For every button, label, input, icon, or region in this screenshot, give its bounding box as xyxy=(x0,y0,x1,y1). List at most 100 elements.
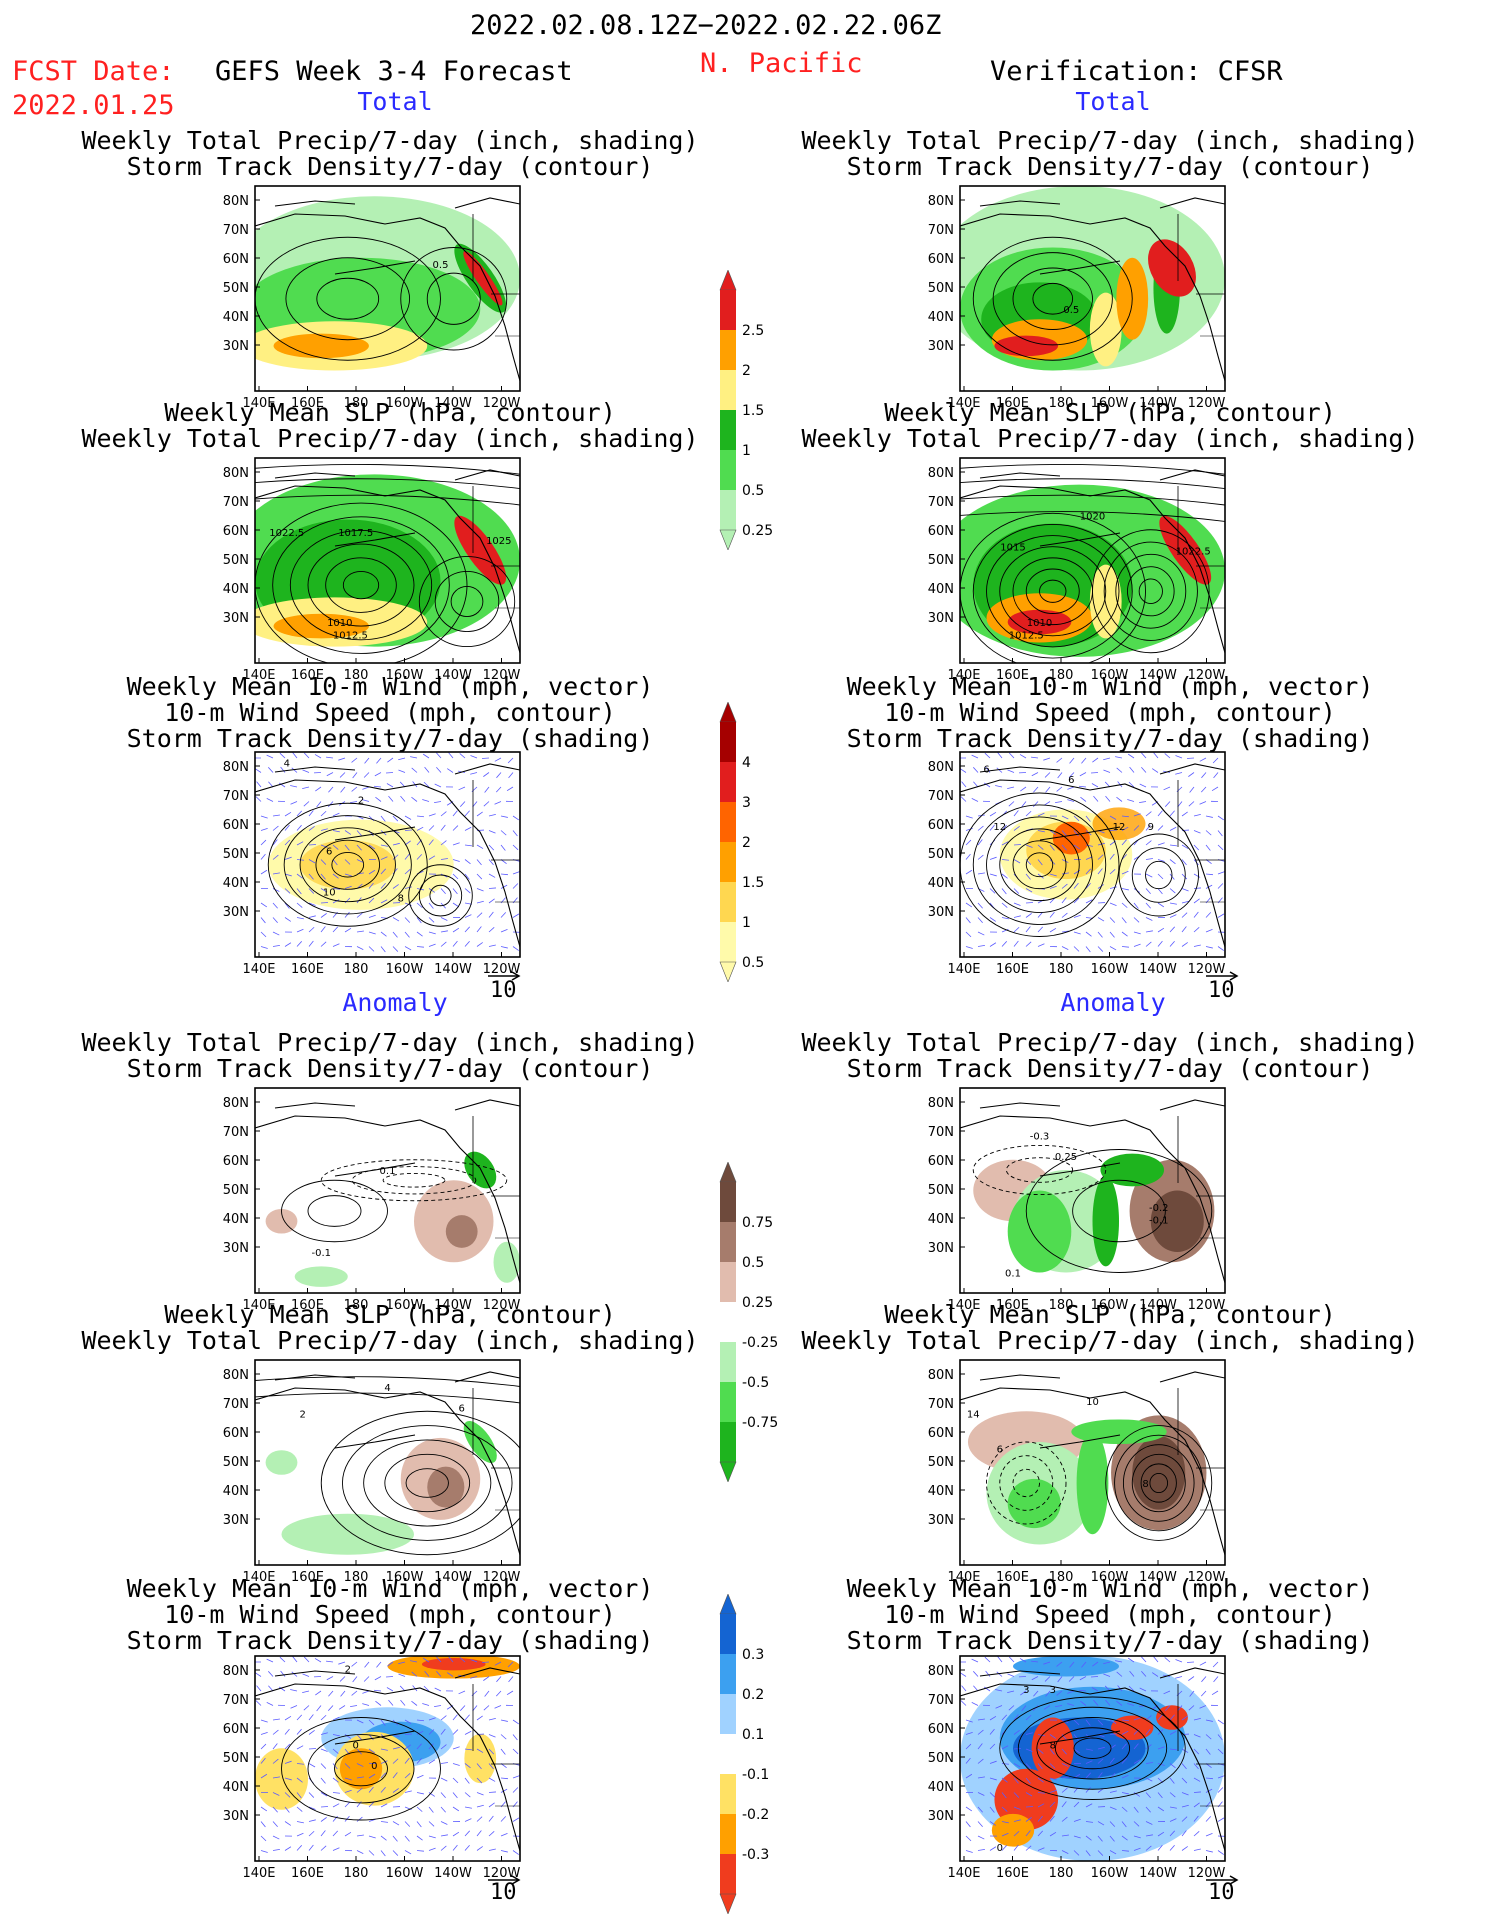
map-panel-wind-storm-anomaly-forecast: 80N 70N 60N 50N 40N 30N 140E 160E 180 160W 140W 120… xyxy=(195,1650,535,1894)
cb-precip-level-label: 1.5 xyxy=(742,403,764,419)
contour-label: 0.1 xyxy=(380,1166,396,1177)
lon-tick-label: 140W xyxy=(434,1298,472,1313)
lon-tick-label: 160W xyxy=(386,396,424,411)
cb-storm-anom-level-label: 0.2 xyxy=(742,1687,764,1703)
cb-precip-anom-level-label: 0.75 xyxy=(742,1215,773,1231)
coastline-0 xyxy=(960,213,1225,382)
lon-tick-label: 140W xyxy=(434,962,472,977)
p6R-title-2: 10-m Wind Speed (mph, contour) xyxy=(884,1600,1336,1629)
cb-storm-anom-segment xyxy=(720,1814,736,1854)
lat-tick-label: 80N xyxy=(223,760,249,775)
shading-3 xyxy=(1092,807,1146,841)
coastline-0 xyxy=(255,1683,520,1852)
lon-tick-label: 140E xyxy=(242,1570,275,1585)
cb-storm-bottom-cap xyxy=(719,961,737,983)
lon-tick-label: 180 xyxy=(344,396,369,411)
lon-tick-label: 140W xyxy=(1139,1570,1177,1585)
contour-label: 14 xyxy=(967,1409,980,1420)
lat-tick-label: 80N xyxy=(223,1096,249,1111)
cb-precip-anom-segment xyxy=(720,1262,736,1302)
lat-tick-label: 80N xyxy=(223,466,249,481)
cb-precip-anom-segment xyxy=(720,1382,736,1422)
cb-precip-level-label: 2.5 xyxy=(742,323,764,339)
map-frame xyxy=(959,1359,1226,1566)
vector-ref-arrow-r3-right xyxy=(1204,966,1240,981)
coastline-3 xyxy=(1159,763,1225,775)
map-frame xyxy=(254,1087,521,1294)
cb-storm-top-cap xyxy=(719,701,737,723)
lon-tick-label: 160W xyxy=(1091,668,1129,683)
lat-tick-label: 60N xyxy=(223,1722,249,1737)
lat-tick-label: 60N xyxy=(928,818,954,833)
cb-precip-segment xyxy=(720,410,736,450)
p6R-title-1: Weekly Mean 10-m Wind (mph, vector) xyxy=(846,1574,1374,1603)
lon-tick-label: 160E xyxy=(291,962,324,977)
shading-2 xyxy=(1007,1478,1061,1529)
cb-precip-segment xyxy=(720,370,736,410)
shading-4 xyxy=(994,335,1059,357)
lon-tick-label: 160W xyxy=(1091,1866,1129,1881)
cb-storm-anom-segment xyxy=(720,1694,736,1734)
contour-label: 1017.5 xyxy=(338,528,373,539)
contour-label: 8 xyxy=(1050,1740,1056,1751)
coastline-3 xyxy=(454,197,520,209)
p6L-title-2: 10-m Wind Speed (mph, contour) xyxy=(164,1600,616,1629)
lat-tick-label: 80N xyxy=(928,1664,954,1679)
cb-storm-segment xyxy=(720,722,736,762)
coastline-2 xyxy=(334,1730,416,1745)
colorbar-precip-total: 2.5 2 1.5 1 0.5 0.25 xyxy=(712,269,792,554)
lat-tick-label: 30N xyxy=(223,1513,249,1528)
lat-tick-label: 30N xyxy=(223,1241,249,1256)
contour-label: 1010 xyxy=(327,618,352,629)
contour-label: 1025 xyxy=(486,536,511,547)
map-frame xyxy=(959,751,1226,958)
coastline-0 xyxy=(960,1387,1225,1556)
cb-storm-anom-level-label: -0.1 xyxy=(742,1767,769,1783)
lat-tick-label: 30N xyxy=(223,1809,249,1824)
p1R-title-2: Storm Track Density/7-day (contour) xyxy=(846,152,1374,181)
lon-tick-label: 160E xyxy=(291,1866,324,1881)
contour-label: -0.3 xyxy=(1030,1131,1050,1142)
lat-tick-label: 30N xyxy=(928,1241,954,1256)
cb-storm-anom-segment xyxy=(720,1854,736,1894)
map-panel-precip-storm-anomaly-verification: 80N 70N 60N 50N 40N 30N 140E 160E 180 160W 140W 120… xyxy=(900,1082,1240,1326)
lat-tick-label: 50N xyxy=(928,553,954,568)
coastline-3 xyxy=(454,1371,520,1383)
lat-tick-label: 30N xyxy=(223,339,249,354)
lon-tick-label: 120W xyxy=(483,396,521,411)
lat-tick-label: 40N xyxy=(928,876,954,891)
coastline-1 xyxy=(274,472,356,479)
coastline-3 xyxy=(454,763,520,775)
contour-label: 0.5 xyxy=(433,260,449,271)
p5L-title-2: Weekly Total Precip/7-day (inch, shading… xyxy=(81,1326,699,1355)
period-title: 2022.02.08.12Z−2022.02.22.06Z xyxy=(470,10,942,41)
lon-tick-label: 160E xyxy=(291,668,324,683)
cb-precip-anom-level-label: -0.25 xyxy=(742,1335,778,1351)
cb-precip-level-label: 0.25 xyxy=(742,523,773,539)
map-panel-slp-precip-verification: 80N 70N 60N 50N 40N 30N 140E 160E 180 160W 140W 120… xyxy=(900,452,1240,696)
shading-3 xyxy=(265,1450,298,1475)
lon-tick-label: 120W xyxy=(1188,1298,1226,1313)
contour-label: -0.1 xyxy=(311,1248,331,1259)
coastline-3 xyxy=(1159,1099,1225,1111)
cb-precip-anom-level-label: 0.25 xyxy=(742,1295,773,1311)
vector-ref-label-r6-right: 10 xyxy=(1208,1880,1235,1905)
right-column-title: Verification: CFSR xyxy=(990,56,1283,87)
lat-tick-label: 70N xyxy=(928,789,954,804)
lon-tick-label: 140W xyxy=(434,1866,472,1881)
map-panel-precip-storm-anomaly-forecast: 80N 70N 60N 50N 40N 30N 140E 160E 180 160W 140W 120… xyxy=(195,1082,535,1326)
cb-storm-level-label: 2 xyxy=(742,835,751,851)
lat-tick-label: 80N xyxy=(223,194,249,209)
lat-tick-label: 80N xyxy=(928,1368,954,1383)
cb-precip-anom-segment xyxy=(720,1342,736,1382)
lon-tick-label: 140W xyxy=(434,396,472,411)
lon-tick-label: 140W xyxy=(434,668,472,683)
lat-tick-label: 50N xyxy=(223,281,249,296)
coastline-1 xyxy=(274,1102,356,1109)
lat-tick-label: 50N xyxy=(928,281,954,296)
cb-storm-anom-segment xyxy=(720,1774,736,1814)
lat-tick-label: 70N xyxy=(223,1693,249,1708)
shading-7 xyxy=(464,1733,497,1784)
coastline-1 xyxy=(979,1374,1061,1381)
contour-label: 8 xyxy=(398,894,404,905)
